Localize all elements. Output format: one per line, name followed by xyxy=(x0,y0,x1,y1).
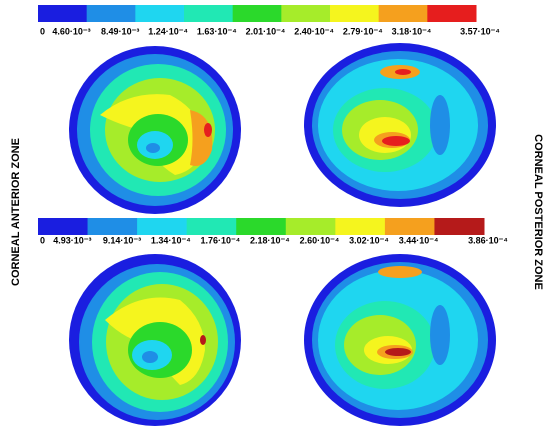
colorbar-label: 3.02·10⁻⁴ xyxy=(349,235,389,245)
colorbar-label: 2.18·10⁻⁴ xyxy=(250,235,290,245)
colorbar-segment xyxy=(38,218,89,235)
colorbar-segment xyxy=(281,5,331,22)
colorbar-label: 4.60·10⁻³ xyxy=(52,26,90,36)
colorbar-segment xyxy=(285,218,336,235)
colorbar-label: 1.63·10⁻⁴ xyxy=(197,26,237,36)
colorbar-label: 9.14·10⁻³ xyxy=(103,235,141,245)
colorbar-segment xyxy=(184,5,234,22)
colorbar-segment xyxy=(384,218,435,235)
side-label: CORNEAL POSTERIOR ZONE xyxy=(532,134,544,290)
colorbar-label: 2.60·10⁻⁴ xyxy=(300,235,340,245)
contour-bottom-right xyxy=(304,254,496,426)
colorbar-label: 1.24·10⁻⁴ xyxy=(148,26,188,36)
colorbar-segment xyxy=(38,5,88,22)
colorbar-label: 1.76·10⁻⁴ xyxy=(200,235,240,245)
colorbar-segment xyxy=(86,5,136,22)
colorbar-segment xyxy=(330,5,380,22)
colorbar-segment xyxy=(427,5,477,22)
colorbar-segment xyxy=(378,5,428,22)
colorbar-label: 1.34·10⁻⁴ xyxy=(151,235,191,245)
colorbar-label: 0 xyxy=(40,26,45,36)
colorbar-label: 2.79·10⁻⁴ xyxy=(343,26,383,36)
side-label: CORNEAL ANTERIOR ZONE xyxy=(10,138,22,286)
contour-top-right xyxy=(304,43,496,207)
colorbar-segment xyxy=(236,218,287,235)
colorbar-segment xyxy=(135,5,185,22)
colorbar-label: 2.40·10⁻⁴ xyxy=(294,26,334,36)
colorbar-segment xyxy=(87,218,138,235)
colorbar-label: 3.44·10⁻⁴ xyxy=(399,235,439,245)
colorbar-segment xyxy=(186,218,237,235)
colorbar-segment xyxy=(232,5,282,22)
colorbar-label: 8.49·10⁻³ xyxy=(101,26,139,36)
contour-bottom-left xyxy=(69,254,241,426)
colorbar-label: 2.01·10⁻⁴ xyxy=(246,26,286,36)
colorbar-label: 3.57·10⁻⁴ xyxy=(460,26,500,36)
colorbar-label: 4.93·10⁻³ xyxy=(53,235,91,245)
colorbar-label: 3.86·10⁻⁴ xyxy=(468,235,508,245)
contour-top-left xyxy=(69,46,241,214)
colorbar-segment xyxy=(137,218,188,235)
colorbar-segment xyxy=(434,218,485,235)
colorbar-label: 3.18·10⁻⁴ xyxy=(392,26,432,36)
colorbar-segment xyxy=(335,218,386,235)
colorbar-label: 0 xyxy=(40,235,45,245)
